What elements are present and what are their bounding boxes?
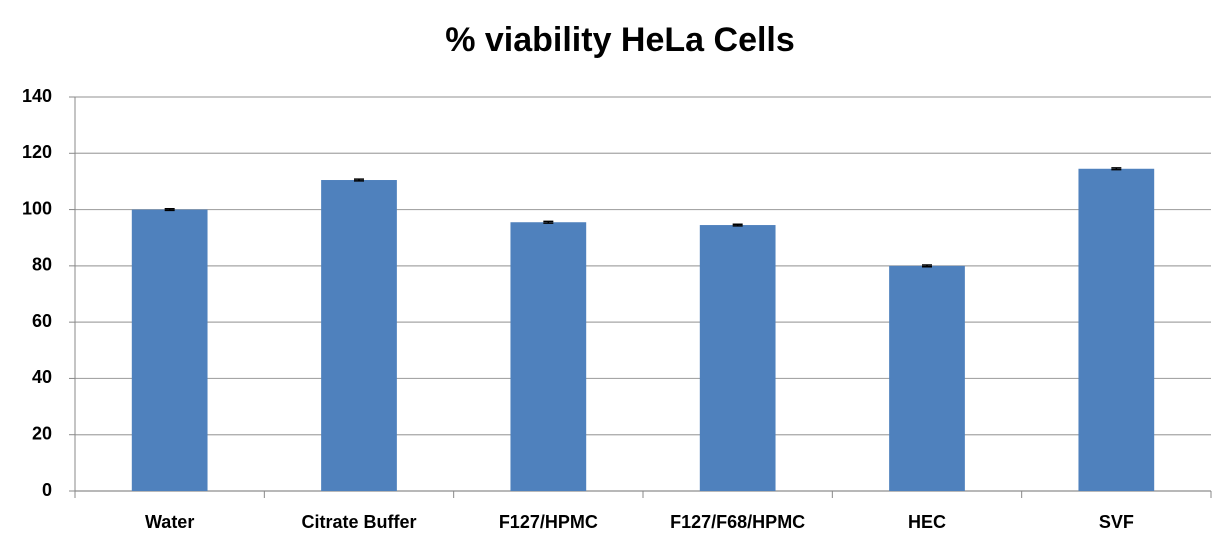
error-bar — [164, 207, 175, 212]
y-tick-label: 20 — [32, 423, 52, 443]
x-tick-label: HEC — [908, 512, 946, 532]
bar — [321, 180, 397, 491]
error-bar — [732, 223, 743, 227]
chart-title: % viability HeLa Cells — [445, 21, 795, 59]
y-tick-label: 40 — [32, 367, 52, 387]
y-tick-label: 80 — [32, 255, 52, 275]
x-tick-label: Water — [145, 512, 194, 532]
x-tick-label: F127/HPMC — [499, 512, 598, 532]
bar — [510, 222, 587, 491]
error-bar — [922, 264, 932, 268]
x-tick-label: F127/F68/HPMC — [670, 512, 805, 532]
bar — [131, 209, 208, 492]
bar — [889, 265, 965, 491]
error-bar — [354, 178, 364, 182]
y-tick-label: 120 — [22, 142, 52, 162]
x-tick-label: Citrate Buffer — [301, 512, 416, 532]
bar — [1078, 168, 1155, 491]
y-tick-label: 140 — [22, 86, 52, 106]
error-bar — [543, 220, 554, 224]
x-tick-label: SVF — [1099, 512, 1134, 532]
bar — [699, 225, 776, 492]
y-tick-label: 100 — [22, 198, 52, 218]
y-tick-label: 60 — [32, 311, 52, 331]
error-bar — [1111, 167, 1122, 171]
y-tick-label: 0 — [42, 480, 52, 500]
